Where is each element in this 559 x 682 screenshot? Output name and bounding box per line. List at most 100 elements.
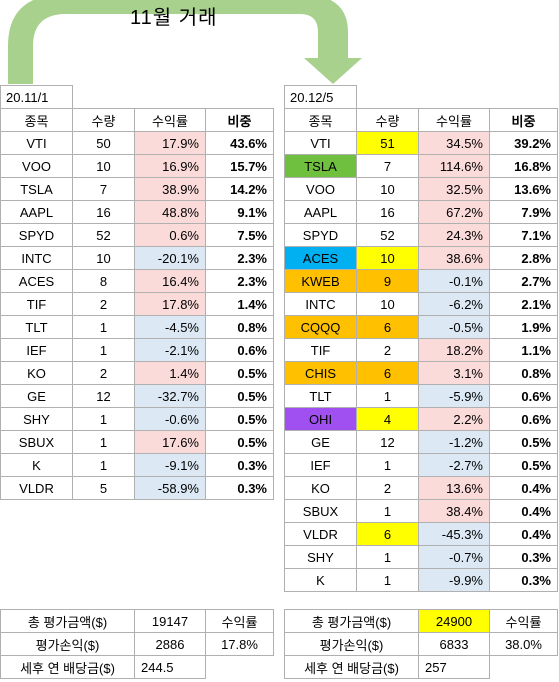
holding-row: IEF 1 -2.7% 0.5% — [284, 453, 558, 477]
total-value-label: 총 평가금액($) — [284, 609, 419, 633]
pnl-label: 평가손익($) — [284, 632, 419, 656]
qty-cell: 2 — [356, 476, 419, 500]
ticker-cell: GE — [0, 384, 73, 408]
pnl-value: 6833 — [418, 632, 490, 656]
total-value: 19147 — [134, 609, 206, 633]
holding-row: VTI 50 17.9% 43.6% — [0, 131, 274, 155]
weight-cell: 0.8% — [205, 315, 274, 339]
return-cell: -20.1% — [134, 246, 206, 270]
return-cell: -9.9% — [418, 568, 490, 592]
summary-total-row: 총 평가금액($) 19147 수익률 — [0, 609, 274, 633]
return-label: 수익률 — [205, 609, 274, 633]
weight-cell: 39.2% — [489, 131, 558, 155]
weight-cell: 16.8% — [489, 154, 558, 178]
return-cell: 17.9% — [134, 131, 206, 155]
qty-cell: 1 — [356, 568, 419, 592]
header-row: 종목 수량 수익률 비중 — [284, 108, 558, 132]
ticker-cell: SPYD — [0, 223, 73, 247]
weight-cell: 0.3% — [205, 476, 274, 500]
qty-cell: 12 — [72, 384, 135, 408]
holding-row: TLT 1 -5.9% 0.6% — [284, 384, 558, 408]
header-weight: 비중 — [205, 108, 274, 132]
ticker-cell: TSLA — [284, 154, 357, 178]
weight-cell: 0.4% — [489, 522, 558, 546]
dividend-value: 257 — [418, 655, 490, 679]
holding-row: VTI 51 34.5% 39.2% — [284, 131, 558, 155]
holding-row: TIF 2 18.2% 1.1% — [284, 338, 558, 362]
holding-row: SBUX 1 17.6% 0.5% — [0, 430, 274, 454]
holding-row: SBUX 1 38.4% 0.4% — [284, 499, 558, 523]
ticker-cell: KWEB — [284, 269, 357, 293]
return-cell: 17.6% — [134, 430, 206, 454]
return-cell: 67.2% — [418, 200, 490, 224]
return-cell: -0.5% — [418, 315, 490, 339]
ticker-cell: TIF — [0, 292, 73, 316]
ticker-cell: TIF — [284, 338, 357, 362]
qty-cell: 6 — [356, 522, 419, 546]
qty-cell: 6 — [356, 315, 419, 339]
weight-cell: 0.5% — [205, 384, 274, 408]
summary-total-row: 총 평가금액($) 24900 수익률 — [284, 609, 558, 633]
ticker-cell: VOO — [0, 154, 73, 178]
header-ticker: 종목 — [0, 108, 73, 132]
qty-cell: 1 — [356, 384, 419, 408]
qty-cell: 1 — [356, 453, 419, 477]
weight-cell: 0.3% — [205, 453, 274, 477]
qty-cell: 52 — [72, 223, 135, 247]
return-cell: 1.4% — [134, 361, 206, 385]
header-row: 종목 수량 수익률 비중 — [0, 108, 274, 132]
qty-cell: 1 — [72, 430, 135, 454]
holding-row: SPYD 52 0.6% 7.5% — [0, 223, 274, 247]
return-cell: 114.6% — [418, 154, 490, 178]
ticker-cell: IEF — [0, 338, 73, 362]
ticker-cell: CQQQ — [284, 315, 357, 339]
weight-cell: 0.5% — [205, 407, 274, 431]
weight-cell: 0.4% — [489, 499, 558, 523]
ticker-cell: ACES — [0, 269, 73, 293]
summary-table-nov: 총 평가금액($) 19147 수익률 평가손익($) 2886 17.8% 세… — [0, 609, 274, 679]
weight-cell: 0.5% — [489, 430, 558, 454]
ticker-cell: AAPL — [0, 200, 73, 224]
weight-cell: 0.8% — [489, 361, 558, 385]
holding-row: CQQQ 6 -0.5% 1.9% — [284, 315, 558, 339]
weight-cell: 7.5% — [205, 223, 274, 247]
ticker-cell: CHIS — [284, 361, 357, 385]
ticker-cell: AAPL — [284, 200, 357, 224]
return-value: 17.8% — [205, 632, 274, 656]
transition-arrow — [8, 0, 362, 84]
qty-cell: 8 — [72, 269, 135, 293]
holding-row: KO 2 1.4% 0.5% — [0, 361, 274, 385]
header-weight: 비중 — [489, 108, 558, 132]
return-cell: -58.9% — [134, 476, 206, 500]
holding-row: OHI 4 2.2% 0.6% — [284, 407, 558, 431]
return-cell: 18.2% — [418, 338, 490, 362]
portfolio-table-nov: 20.11/1 종목 수량 수익률 비중 VTI 50 17.9% 43.6% VOO 1… — [0, 85, 274, 500]
return-value: 38.0% — [489, 632, 558, 656]
snapshot-date: 20.11/1 — [0, 85, 73, 109]
holding-row: AAPL 16 48.8% 9.1% — [0, 200, 274, 224]
header-return: 수익률 — [418, 108, 490, 132]
return-cell: 16.9% — [134, 154, 206, 178]
holding-row: VLDR 6 -45.3% 0.4% — [284, 522, 558, 546]
return-cell: -32.7% — [134, 384, 206, 408]
qty-cell: 52 — [356, 223, 419, 247]
summary-pnl-row: 평가손익($) 2886 17.8% — [0, 632, 274, 656]
ticker-cell: KO — [284, 476, 357, 500]
weight-cell: 0.6% — [205, 338, 274, 362]
pnl-label: 평가손익($) — [0, 632, 135, 656]
qty-cell: 1 — [356, 545, 419, 569]
weight-cell: 2.7% — [489, 269, 558, 293]
return-cell: 24.3% — [418, 223, 490, 247]
qty-cell: 2 — [72, 361, 135, 385]
header-qty: 수량 — [356, 108, 419, 132]
dividend-label: 세후 연 배당금($) — [284, 655, 419, 679]
weight-cell: 43.6% — [205, 131, 274, 155]
qty-cell: 1 — [356, 499, 419, 523]
ticker-cell: K — [284, 568, 357, 592]
weight-cell: 7.9% — [489, 200, 558, 224]
return-cell: 0.6% — [134, 223, 206, 247]
holding-row: VLDR 5 -58.9% 0.3% — [0, 476, 274, 500]
return-cell: 38.9% — [134, 177, 206, 201]
return-cell: 38.6% — [418, 246, 490, 270]
ticker-cell: VTI — [284, 131, 357, 155]
